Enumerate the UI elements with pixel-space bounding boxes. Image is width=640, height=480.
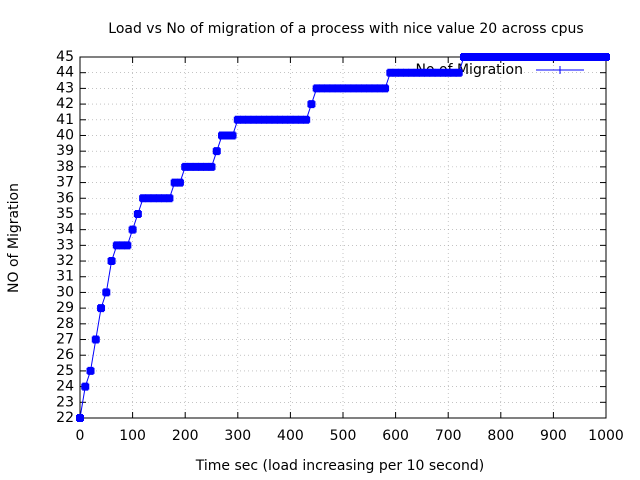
data-point <box>133 209 142 218</box>
data-point <box>97 304 106 313</box>
x-tick-label: 0 <box>76 428 85 444</box>
chart-title: Load vs No of migration of a process wit… <box>108 21 583 37</box>
y-tick-label: 41 <box>56 112 74 128</box>
x-tick-label: 800 <box>487 428 514 444</box>
y-tick-label: 23 <box>56 394 74 410</box>
x-tick-label: 300 <box>224 428 251 444</box>
data-point <box>302 115 311 124</box>
data-point <box>307 100 316 109</box>
x-tick-label: 700 <box>435 428 462 444</box>
y-tick-label: 38 <box>56 159 74 175</box>
y-tick-label: 32 <box>56 253 74 269</box>
y-tick-label: 40 <box>56 127 74 143</box>
data-point <box>381 84 390 93</box>
data-point <box>81 382 90 391</box>
y-tick-label: 33 <box>56 237 74 253</box>
y-tick-label: 34 <box>56 222 74 238</box>
plot-frame <box>79 56 607 419</box>
data-point <box>128 225 137 234</box>
x-tick-label: 600 <box>382 428 409 444</box>
data-point <box>86 366 95 375</box>
y-tick-label: 44 <box>56 65 74 81</box>
data-point <box>175 178 184 187</box>
y-tick-label: 30 <box>56 284 74 300</box>
data-point <box>76 414 84 422</box>
data-point <box>102 288 111 297</box>
y-tick-label: 35 <box>56 206 74 222</box>
data-point <box>454 68 463 77</box>
x-tick-label: 1000 <box>588 428 624 444</box>
y-tick-label: 45 <box>56 49 74 65</box>
y-tick-label: 25 <box>56 363 74 379</box>
y-tick-label: 24 <box>56 379 74 395</box>
y-tick-label: 26 <box>56 347 74 363</box>
x-tick-label: 200 <box>172 428 199 444</box>
y-tick-label: 42 <box>56 96 74 112</box>
data-point <box>602 53 610 61</box>
x-tick-label: 400 <box>277 428 304 444</box>
y-tick-label: 27 <box>56 332 74 348</box>
data-point <box>165 194 174 203</box>
data-point <box>207 162 216 171</box>
y-tick-label: 22 <box>56 410 74 426</box>
data-point <box>228 131 237 140</box>
y-axis-label: NO of Migration <box>6 183 22 293</box>
y-tick-label: 37 <box>56 175 74 191</box>
y-tick-label: 31 <box>56 269 74 285</box>
data-point <box>91 335 100 344</box>
y-tick-label: 29 <box>56 300 74 316</box>
data-point <box>212 147 221 156</box>
legend-marker <box>556 66 564 74</box>
data-point <box>107 257 116 266</box>
y-tick-label: 43 <box>56 80 74 96</box>
x-tick-label: 100 <box>119 428 146 444</box>
y-tick-label: 28 <box>56 316 74 332</box>
x-tick-label: 900 <box>540 428 567 444</box>
x-axis-label: Time sec (load increasing per 10 second) <box>195 458 484 474</box>
y-tick-label: 39 <box>56 143 74 159</box>
data-point <box>123 241 132 250</box>
x-tick-label: 500 <box>330 428 357 444</box>
y-tick-label: 36 <box>56 190 74 206</box>
